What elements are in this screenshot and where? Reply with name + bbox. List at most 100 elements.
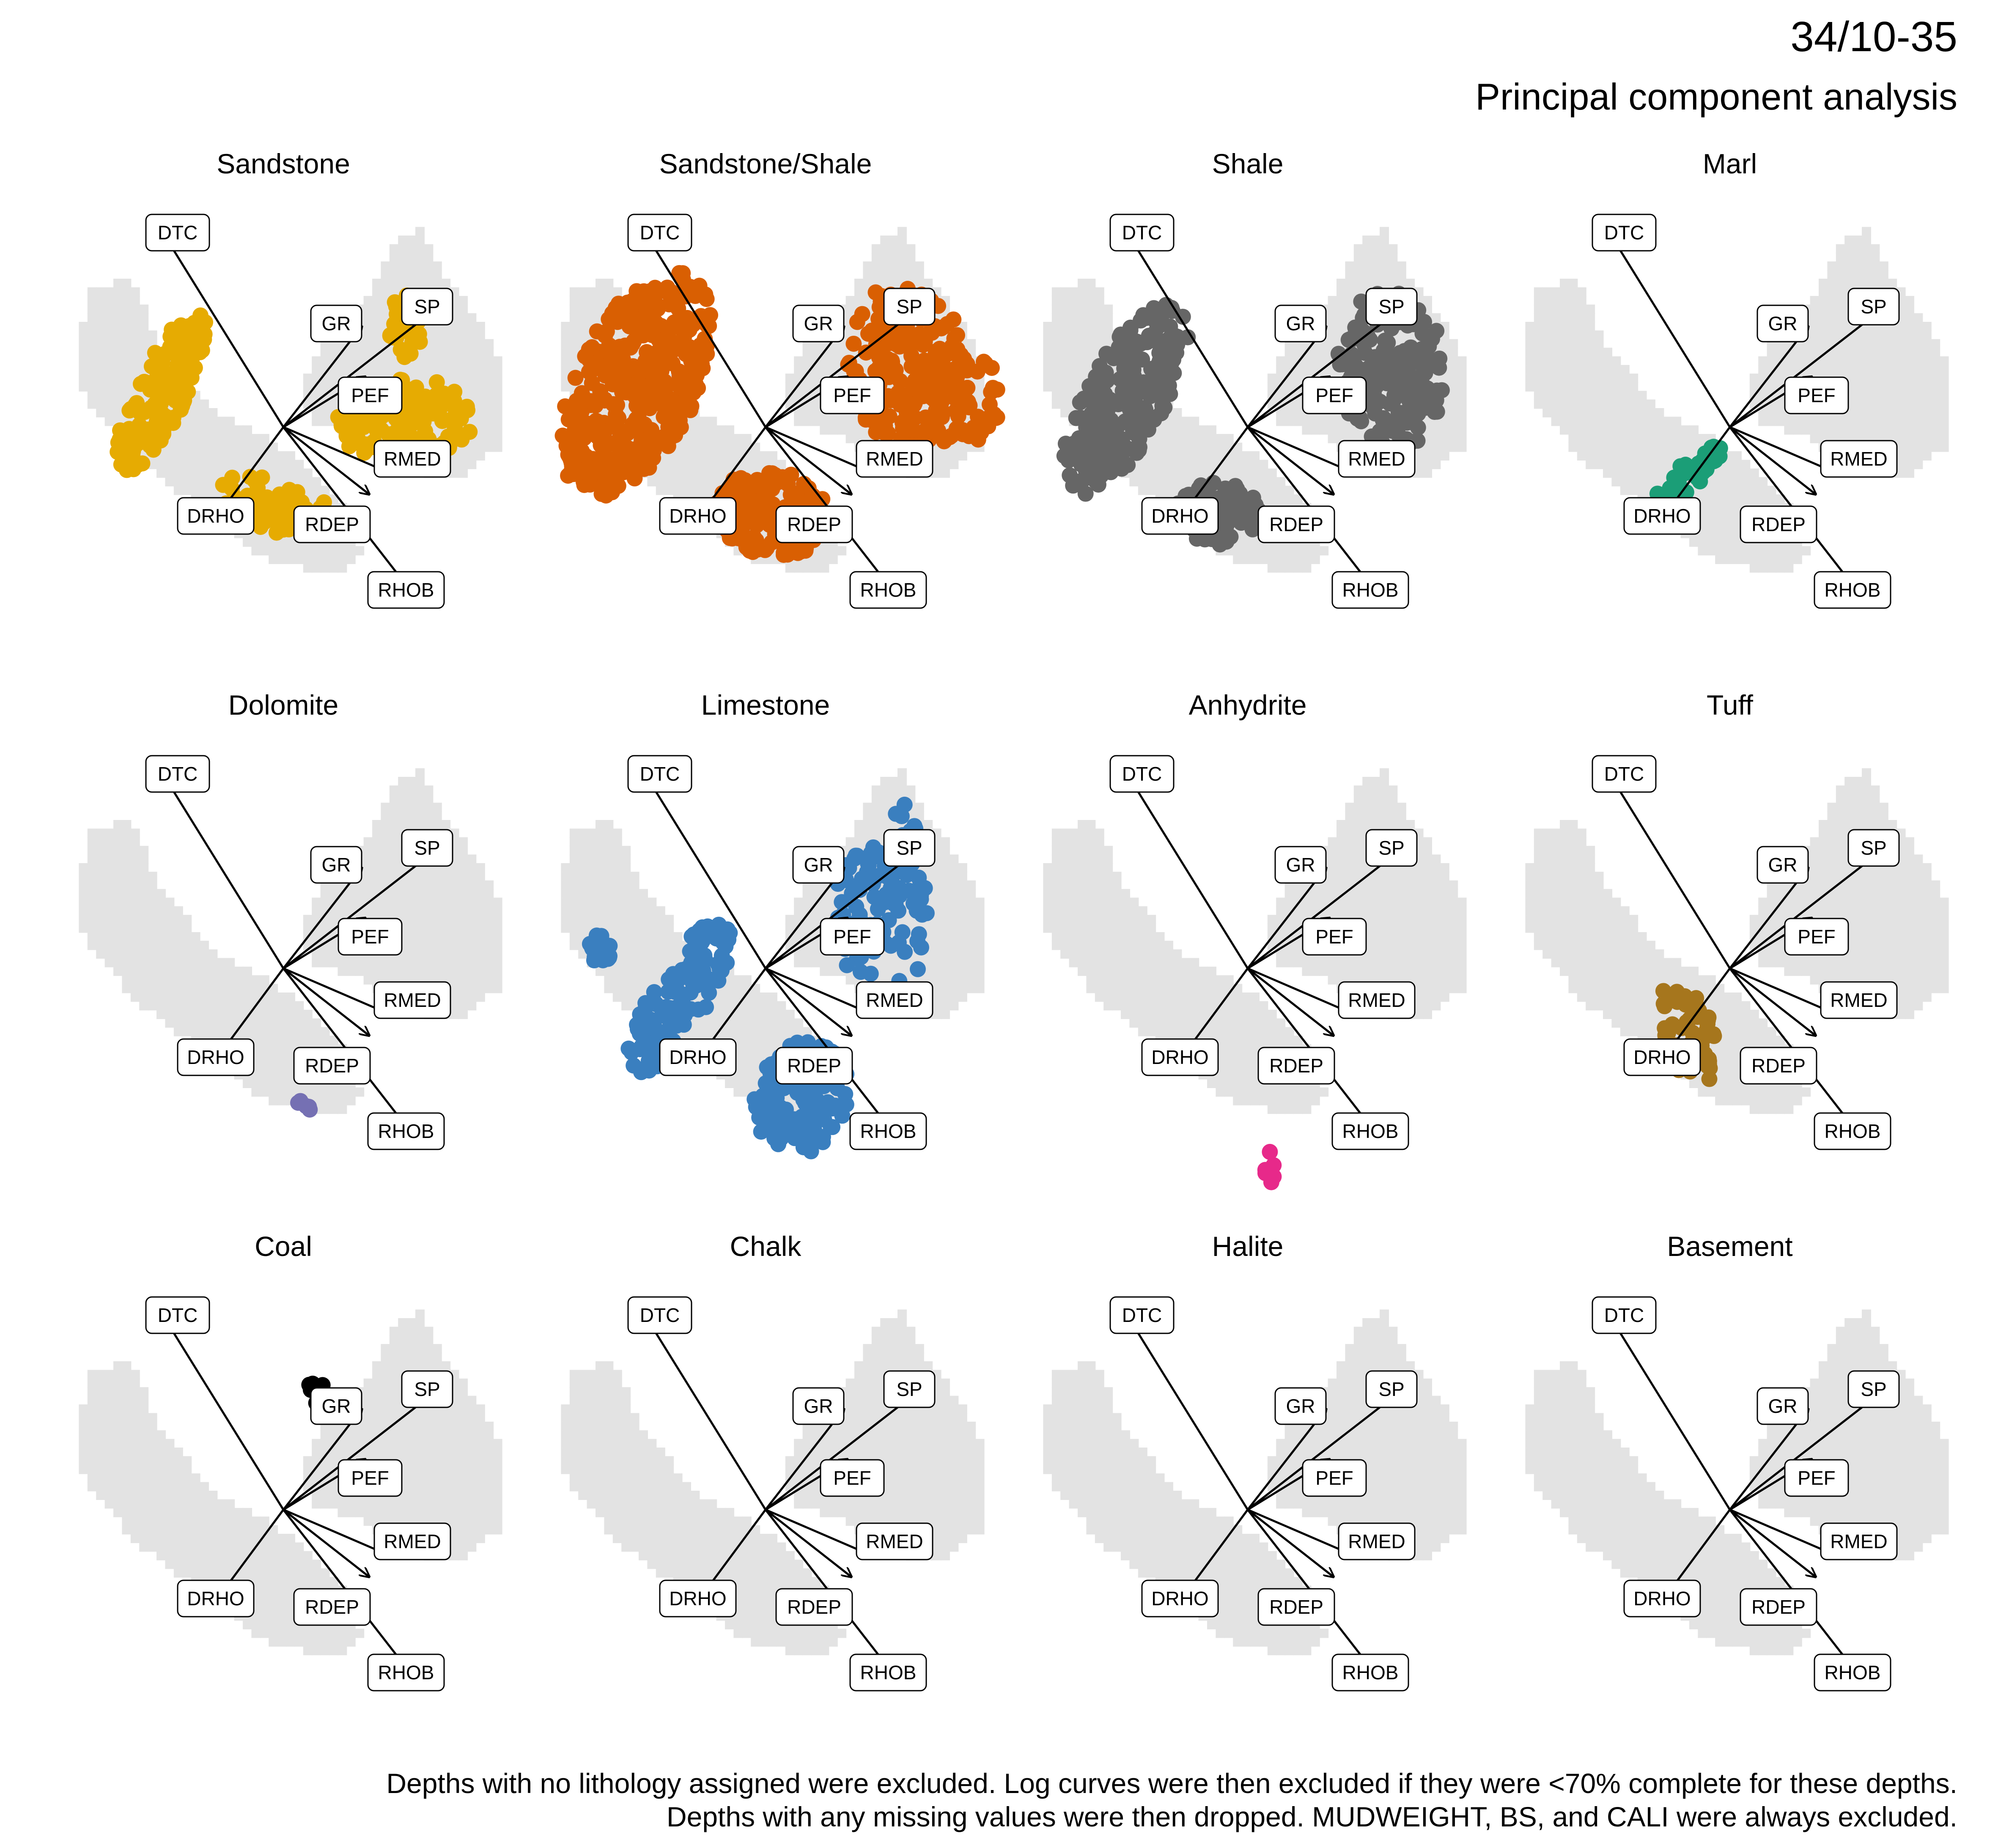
- background-point: [424, 348, 434, 357]
- background-point: [415, 356, 425, 366]
- background-point: [87, 399, 97, 409]
- background-point: [1568, 322, 1578, 331]
- background-point: [1577, 425, 1586, 435]
- background-point: [1560, 348, 1569, 357]
- background-point: [1827, 261, 1837, 271]
- background-point: [880, 252, 890, 262]
- background-point: [725, 434, 734, 444]
- background-point: [1568, 399, 1578, 409]
- background-point: [217, 417, 226, 426]
- background-point: [1129, 477, 1139, 487]
- background-point: [458, 348, 468, 357]
- background-point: [381, 304, 390, 314]
- background-point: [1051, 330, 1061, 340]
- background-point: [578, 287, 588, 297]
- background-point: [1767, 356, 1776, 366]
- background-point: [475, 339, 485, 348]
- background-point: [1069, 313, 1079, 323]
- background-point: [1449, 365, 1458, 374]
- background-point: [1844, 425, 1854, 435]
- variable-label-rhob: RHOB: [849, 571, 927, 609]
- background-point: [96, 356, 106, 366]
- background-point: [1706, 503, 1716, 513]
- background-point: [406, 236, 416, 245]
- background-point: [1586, 322, 1595, 331]
- background-point: [1620, 425, 1630, 435]
- background-point: [1103, 313, 1113, 323]
- background-point: [432, 261, 442, 271]
- background-point: [1414, 451, 1424, 461]
- background-point: [1198, 425, 1208, 435]
- background-point: [1276, 546, 1286, 556]
- background-point: [1310, 546, 1320, 556]
- background-point: [1862, 252, 1871, 262]
- background-point: [346, 554, 356, 564]
- background-point: [1405, 279, 1415, 288]
- background-point: [863, 261, 873, 271]
- background-point: [475, 442, 485, 452]
- background-point: [1457, 442, 1467, 452]
- background-point: [458, 322, 468, 331]
- background-point: [716, 451, 726, 461]
- background-point: [1620, 399, 1630, 409]
- background-point: [811, 373, 821, 383]
- background-point: [1784, 417, 1794, 426]
- background-point: [802, 356, 812, 366]
- background-point: [398, 270, 408, 280]
- background-point: [1767, 546, 1776, 556]
- background-point: [1319, 417, 1329, 426]
- background-point: [1457, 425, 1467, 435]
- background-point: [1224, 460, 1234, 469]
- background-point: [1560, 304, 1569, 314]
- background-point: [200, 460, 209, 469]
- background-point: [1629, 391, 1638, 400]
- background-point: [1844, 244, 1854, 254]
- background-point: [1586, 417, 1595, 426]
- background-point: [312, 356, 321, 366]
- background-point: [673, 468, 683, 478]
- background-point: [1741, 460, 1751, 469]
- background-point: [1267, 373, 1277, 383]
- background-point: [208, 460, 218, 469]
- background-point: [1551, 322, 1561, 331]
- background-point: [751, 451, 760, 461]
- background-point: [467, 373, 477, 383]
- background-point: [1862, 236, 1871, 245]
- score-point: [1343, 346, 1360, 362]
- background-point: [1715, 477, 1725, 487]
- variable-label-dtc: DTC: [627, 214, 692, 252]
- background-point: [596, 279, 605, 288]
- background-point: [1534, 382, 1543, 392]
- background-point: [1078, 348, 1087, 357]
- score-point: [1229, 481, 1245, 497]
- background-point: [1362, 270, 1372, 280]
- background-point: [1060, 356, 1070, 366]
- background-point: [1155, 451, 1165, 461]
- background-point: [113, 296, 123, 305]
- background-point: [1310, 356, 1320, 366]
- background-point: [303, 563, 313, 573]
- background-point: [690, 434, 700, 444]
- background-point: [415, 261, 425, 271]
- background-point: [1449, 356, 1458, 366]
- background-point: [1060, 339, 1070, 348]
- background-point: [1853, 391, 1863, 400]
- background-point: [1095, 322, 1104, 331]
- background-point: [122, 322, 132, 331]
- background-point: [1844, 356, 1854, 366]
- score-point: [867, 284, 884, 301]
- background-point: [871, 244, 881, 254]
- background-point: [1629, 468, 1638, 478]
- background-point: [897, 236, 907, 245]
- background-point: [1051, 365, 1061, 374]
- background-point: [1568, 313, 1578, 323]
- background-point: [1181, 417, 1191, 426]
- background-point: [1586, 304, 1595, 314]
- background-point: [1577, 365, 1586, 374]
- background-point: [1345, 287, 1355, 297]
- background-point: [381, 356, 390, 366]
- background-point: [1147, 485, 1156, 495]
- background-point: [87, 373, 97, 383]
- background-point: [1853, 244, 1863, 254]
